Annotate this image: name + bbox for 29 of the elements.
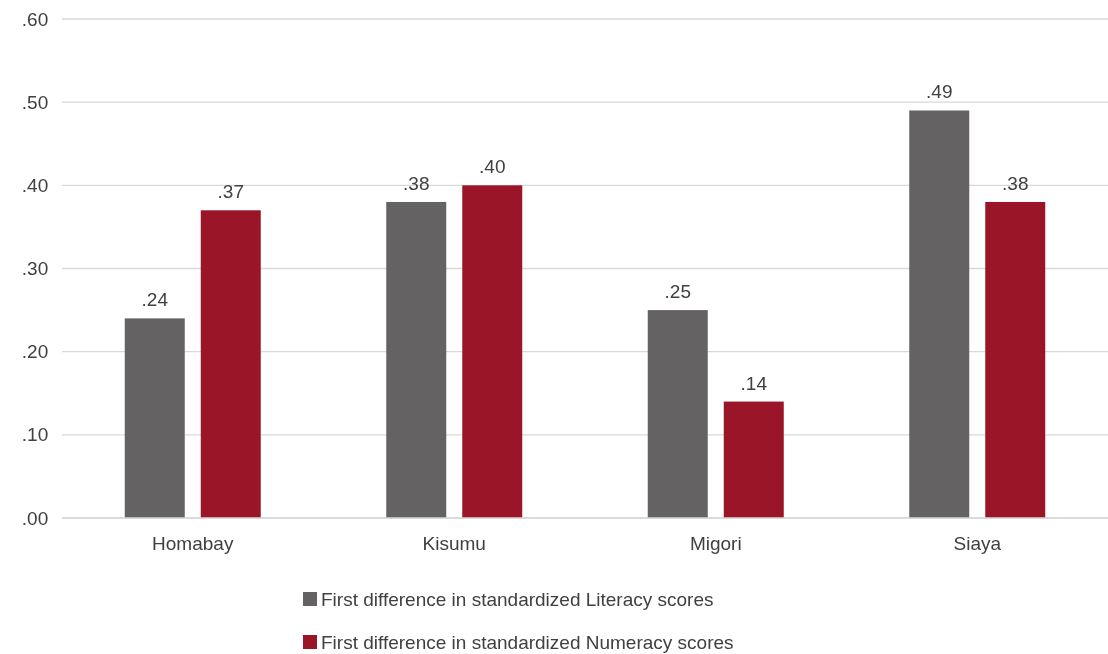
- data-label: .24: [141, 289, 169, 311]
- x-tick-label: Migori: [689, 533, 742, 554]
- y-tick-label: .40: [21, 174, 49, 196]
- bar: [462, 185, 523, 518]
- y-tick-label: .30: [21, 258, 49, 280]
- bar: [985, 201, 1046, 518]
- bar: [647, 310, 708, 518]
- y-tick-label: .60: [21, 8, 49, 30]
- data-label: .38: [403, 172, 430, 194]
- legend-label: First difference in standardized Numeracy scores: [321, 631, 734, 653]
- data-label: .14: [740, 372, 768, 394]
- x-tick-label: Siaya: [953, 533, 1002, 554]
- y-tick-label: .00: [21, 507, 49, 529]
- bar: [124, 318, 185, 518]
- bar: [386, 201, 447, 518]
- data-label: .25: [664, 281, 691, 303]
- data-label: .38: [1002, 172, 1029, 194]
- y-tick-label: .20: [21, 341, 49, 363]
- data-label: .49: [926, 81, 953, 103]
- bar: [200, 210, 261, 518]
- x-tick-label: Homabay: [152, 533, 234, 554]
- y-tick-label: .50: [21, 91, 49, 113]
- y-tick-label: .10: [21, 424, 49, 446]
- bar: [723, 401, 784, 518]
- legend-label: First difference in standardized Literacy scores: [321, 588, 714, 610]
- data-label: .40: [479, 156, 506, 178]
- data-label: .37: [217, 181, 244, 203]
- x-tick-label: Kisumu: [422, 533, 486, 554]
- bar: [909, 110, 970, 518]
